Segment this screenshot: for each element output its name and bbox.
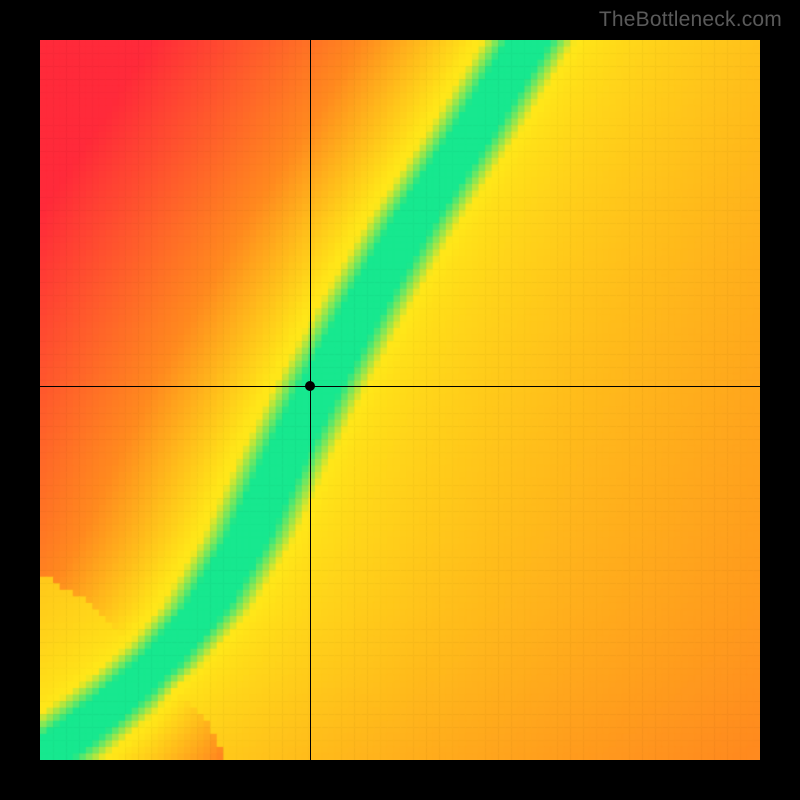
watermark-text: TheBottleneck.com	[599, 8, 782, 32]
plot-area	[40, 40, 760, 760]
crosshair-marker	[305, 381, 315, 391]
chart-container: TheBottleneck.com	[0, 0, 800, 800]
crosshair-vertical	[310, 40, 311, 760]
heatmap-canvas	[40, 40, 760, 760]
crosshair-horizontal	[40, 386, 760, 387]
